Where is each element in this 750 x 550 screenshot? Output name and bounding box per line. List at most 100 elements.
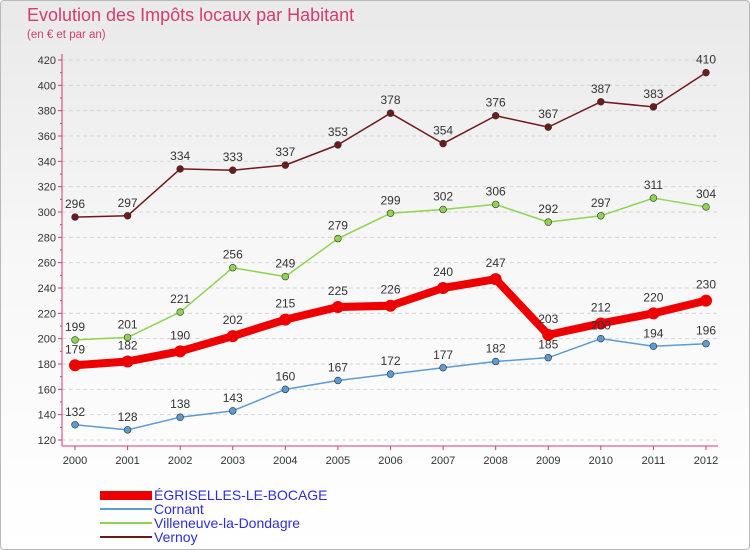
data-label: 167	[328, 360, 348, 374]
data-point	[226, 330, 239, 343]
x-tick-label: 2006	[378, 455, 402, 467]
data-label: 201	[118, 317, 138, 331]
data-point	[229, 166, 237, 174]
data-point	[702, 68, 710, 77]
data-point	[71, 336, 79, 344]
y-tick-label: 420	[38, 55, 56, 67]
data-label: 179	[65, 342, 85, 356]
data-point	[176, 308, 184, 316]
series-group	[69, 68, 712, 434]
data-point	[700, 294, 712, 307]
data-point	[386, 370, 395, 378]
data-label: 226	[380, 283, 400, 297]
data-point	[176, 165, 184, 173]
legend-item: ÉGRISELLES-LE-BOCAGE	[100, 488, 328, 502]
data-point	[229, 264, 237, 272]
legend-item: Cornant	[100, 502, 204, 516]
data-label: 334	[170, 149, 190, 163]
data-point	[281, 272, 290, 281]
x-tick-label: 2002	[168, 455, 192, 467]
data-label: 292	[538, 202, 558, 216]
data-label: 306	[486, 184, 506, 198]
y-tick-label: 120	[38, 435, 56, 447]
data-point	[281, 161, 290, 169]
y-tick-label: 180	[38, 359, 56, 371]
data-label: 215	[275, 297, 295, 311]
data-label: 128	[118, 410, 138, 424]
data-label: 143	[223, 391, 243, 405]
grid-lines	[62, 59, 718, 441]
data-label: 132	[65, 405, 85, 419]
data-point	[174, 345, 187, 358]
data-label: 203	[538, 312, 558, 326]
data-point	[491, 357, 500, 366]
data-label: 182	[486, 341, 506, 355]
x-tick-label: 2010	[589, 455, 613, 467]
data-label: 199	[65, 320, 85, 334]
axes: 120 140 160 180 200 220 240 260 280 300 320 340 360 3…	[38, 54, 718, 467]
data-point	[489, 273, 502, 286]
x-tick-label: 2007	[431, 455, 455, 467]
x-tick-label: 2011	[642, 455, 666, 467]
data-point	[334, 234, 342, 243]
x-tick-label: 2001	[115, 455, 139, 467]
data-point	[544, 123, 552, 131]
legend-swatch	[100, 536, 152, 538]
data-point	[229, 407, 237, 415]
y-tick-label: 300	[38, 207, 56, 219]
x-tick-label: 2005	[326, 455, 350, 467]
data-label: 353	[328, 125, 348, 139]
data-label: 376	[486, 96, 506, 110]
y-tick-label: 280	[38, 232, 56, 244]
data-label: 302	[433, 189, 453, 203]
data-label: 410	[696, 53, 716, 67]
data-point	[437, 282, 450, 294]
data-label: 378	[380, 93, 400, 107]
legend-swatch	[100, 490, 152, 500]
data-label: 354	[433, 124, 453, 138]
data-point	[597, 212, 605, 220]
data-label: 172	[380, 354, 400, 368]
chart-title: Evolution des Impôts locaux par Habitant	[27, 5, 355, 25]
y-tick-label: 240	[38, 283, 56, 295]
data-label: 177	[433, 348, 453, 362]
data-label: 138	[170, 397, 190, 411]
data-point	[386, 209, 395, 217]
data-point	[597, 98, 605, 106]
data-label: 383	[643, 87, 663, 101]
data-point	[544, 218, 552, 226]
data-point	[176, 413, 184, 421]
data-point	[123, 426, 132, 434]
data-label: 202	[223, 313, 243, 327]
data-point	[702, 203, 710, 211]
data-point	[123, 212, 132, 220]
data-labels: 296 297 334 333 337 353 378 354 376 367 387 383 410 1…	[65, 53, 716, 424]
data-label: 221	[170, 292, 190, 306]
data-label: 297	[118, 196, 138, 210]
y-tick-label: 320	[38, 182, 56, 194]
y-tick-label: 400	[38, 80, 56, 92]
data-label: 249	[275, 257, 295, 271]
x-tick-label: 2003	[221, 455, 245, 467]
data-label: 196	[696, 324, 716, 338]
data-point	[439, 205, 447, 214]
data-label: 296	[65, 197, 85, 211]
data-point	[121, 355, 134, 368]
data-point	[334, 376, 342, 385]
legend-item: Vernoy	[100, 530, 198, 544]
data-point	[594, 317, 607, 330]
data-point	[649, 194, 658, 202]
x-tick-label: 2008	[483, 455, 507, 467]
y-tick-label: 360	[38, 131, 56, 143]
legend-item: Villeneuve-la-Dondagre	[100, 516, 300, 530]
y-tick-label: 220	[38, 308, 56, 320]
data-label: 230	[696, 278, 716, 292]
data-point	[597, 334, 605, 343]
chart-subtitle: (en € et par an)	[27, 29, 106, 41]
y-tick-label: 380	[38, 106, 56, 118]
data-label: 200	[591, 319, 611, 333]
data-point	[331, 301, 344, 313]
data-label: 387	[591, 82, 611, 96]
